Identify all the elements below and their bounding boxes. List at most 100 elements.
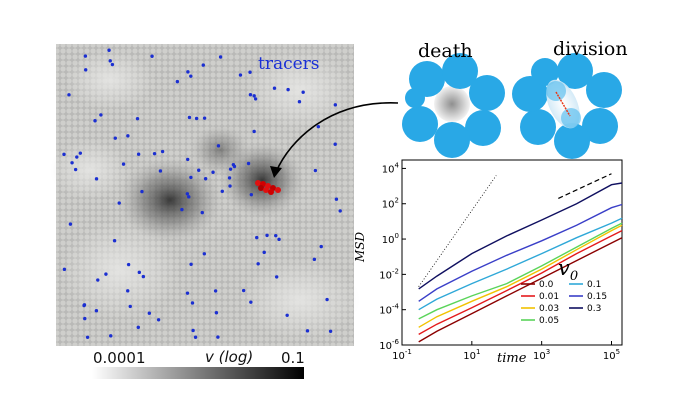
tracer-dot bbox=[135, 116, 140, 121]
tracer-dot bbox=[94, 309, 99, 313]
tracer-dot bbox=[202, 116, 207, 120]
death-schematic bbox=[402, 53, 505, 158]
tracer-dot bbox=[285, 313, 289, 317]
tracer-dot bbox=[265, 233, 269, 238]
tracer-dot bbox=[189, 74, 193, 78]
tracer-dot bbox=[75, 155, 79, 159]
tracer-dot bbox=[252, 129, 256, 134]
colorbar-title: v (log) bbox=[205, 348, 254, 366]
colorbar bbox=[92, 367, 304, 379]
tracer-dot bbox=[93, 119, 97, 123]
tracer-dot bbox=[325, 297, 329, 302]
y-tick-label: 10-6 bbox=[379, 338, 399, 352]
tracer-dot bbox=[126, 134, 130, 138]
tracer-dot bbox=[83, 54, 88, 58]
tracer-dot bbox=[228, 167, 233, 171]
tracer-dot bbox=[73, 167, 78, 172]
tracer-dot bbox=[297, 100, 302, 104]
tracer-dot bbox=[126, 262, 131, 267]
dark-region-left bbox=[118, 158, 222, 242]
guide-line-slope-1 bbox=[558, 173, 612, 199]
tracer-dot bbox=[214, 311, 219, 315]
tracer-dots bbox=[62, 48, 342, 339]
tracer-dot bbox=[286, 87, 290, 92]
tracer-dot bbox=[186, 157, 190, 162]
tracer-dot bbox=[248, 70, 252, 74]
tracer-dot bbox=[110, 62, 115, 67]
x-tick-label: 103 bbox=[533, 348, 550, 362]
tracer-dot bbox=[301, 90, 305, 94]
tracer-dot bbox=[187, 115, 192, 120]
tracer-dot bbox=[68, 222, 73, 226]
y-tick-label: 10-4 bbox=[379, 303, 399, 317]
tracer-dot bbox=[274, 233, 278, 238]
tracer-dot bbox=[158, 169, 163, 173]
tracers-label: tracers bbox=[258, 54, 320, 74]
tracer-dot bbox=[228, 184, 232, 188]
y-tick-label: 100 bbox=[382, 232, 399, 246]
tracer-dot bbox=[313, 168, 318, 173]
tracer-dot bbox=[328, 329, 333, 333]
tracer-dot bbox=[185, 291, 190, 295]
tracer-dot bbox=[121, 162, 126, 166]
tracer-dot bbox=[255, 235, 259, 240]
legend-label: 0.01 bbox=[539, 292, 559, 302]
tracer-dot bbox=[213, 289, 218, 293]
tracer-dot bbox=[319, 244, 323, 249]
tracer-dot bbox=[256, 262, 260, 266]
division-schematic bbox=[512, 53, 622, 159]
tracer-dot bbox=[249, 192, 254, 197]
tracer-dot bbox=[277, 237, 281, 242]
tracer-dot bbox=[189, 262, 193, 266]
tracer-dot bbox=[333, 142, 337, 146]
dividing-cell-cluster bbox=[255, 180, 281, 195]
tracer-dot bbox=[62, 152, 66, 157]
series-line-0.1 bbox=[418, 217, 623, 311]
tracer-dot bbox=[197, 168, 201, 172]
colorbar-min-label: 0.0001 bbox=[93, 349, 146, 367]
tracer-dot bbox=[274, 275, 279, 279]
tracer-dot bbox=[113, 136, 117, 140]
tracer-dot bbox=[194, 116, 199, 121]
death-label: death bbox=[418, 40, 473, 62]
tracer-dot bbox=[78, 151, 83, 155]
tracer-dot bbox=[152, 151, 157, 156]
tracer-dot bbox=[338, 209, 342, 213]
legend-label: 0.05 bbox=[539, 316, 559, 326]
tracer-dot bbox=[104, 272, 108, 276]
tracer-dot bbox=[216, 335, 220, 339]
arrow bbox=[275, 102, 399, 173]
tracer-dot bbox=[141, 274, 146, 279]
tracer-dot bbox=[186, 70, 190, 74]
tracer-dot bbox=[137, 270, 142, 275]
tracer-dot bbox=[109, 334, 113, 338]
x-tick-label: 10-1 bbox=[392, 348, 412, 362]
tracer-dot bbox=[333, 103, 338, 107]
tracer-dot bbox=[334, 197, 339, 201]
tracer-dot bbox=[70, 161, 74, 165]
tracer-dot bbox=[150, 54, 154, 58]
tracer-dot bbox=[175, 79, 180, 84]
tracer-dot bbox=[316, 124, 321, 129]
series-line-0.05 bbox=[418, 222, 623, 320]
tracer-dot bbox=[203, 177, 208, 181]
tracer-dot bbox=[117, 201, 121, 205]
legend-label: 0.03 bbox=[539, 304, 559, 314]
y-tick-label: 104 bbox=[382, 161, 400, 175]
tracer-dot bbox=[189, 175, 193, 180]
legend-label: 0.1 bbox=[587, 280, 601, 290]
legend-label: 0.3 bbox=[587, 304, 601, 314]
tracer-dot bbox=[220, 189, 224, 194]
tracer-dot bbox=[180, 207, 184, 212]
series-line-0.01 bbox=[418, 229, 623, 336]
tracer-dot bbox=[185, 192, 190, 196]
y-tick-label: 10-2 bbox=[379, 267, 399, 281]
tracer-dot bbox=[108, 59, 112, 63]
tracer-dot bbox=[160, 149, 165, 154]
tracer-dot bbox=[136, 325, 140, 330]
tracer-dot bbox=[249, 300, 253, 304]
legend-label: 0.0 bbox=[539, 280, 554, 290]
tracer-dot bbox=[305, 329, 310, 333]
x-tick-label: 105 bbox=[603, 348, 620, 362]
